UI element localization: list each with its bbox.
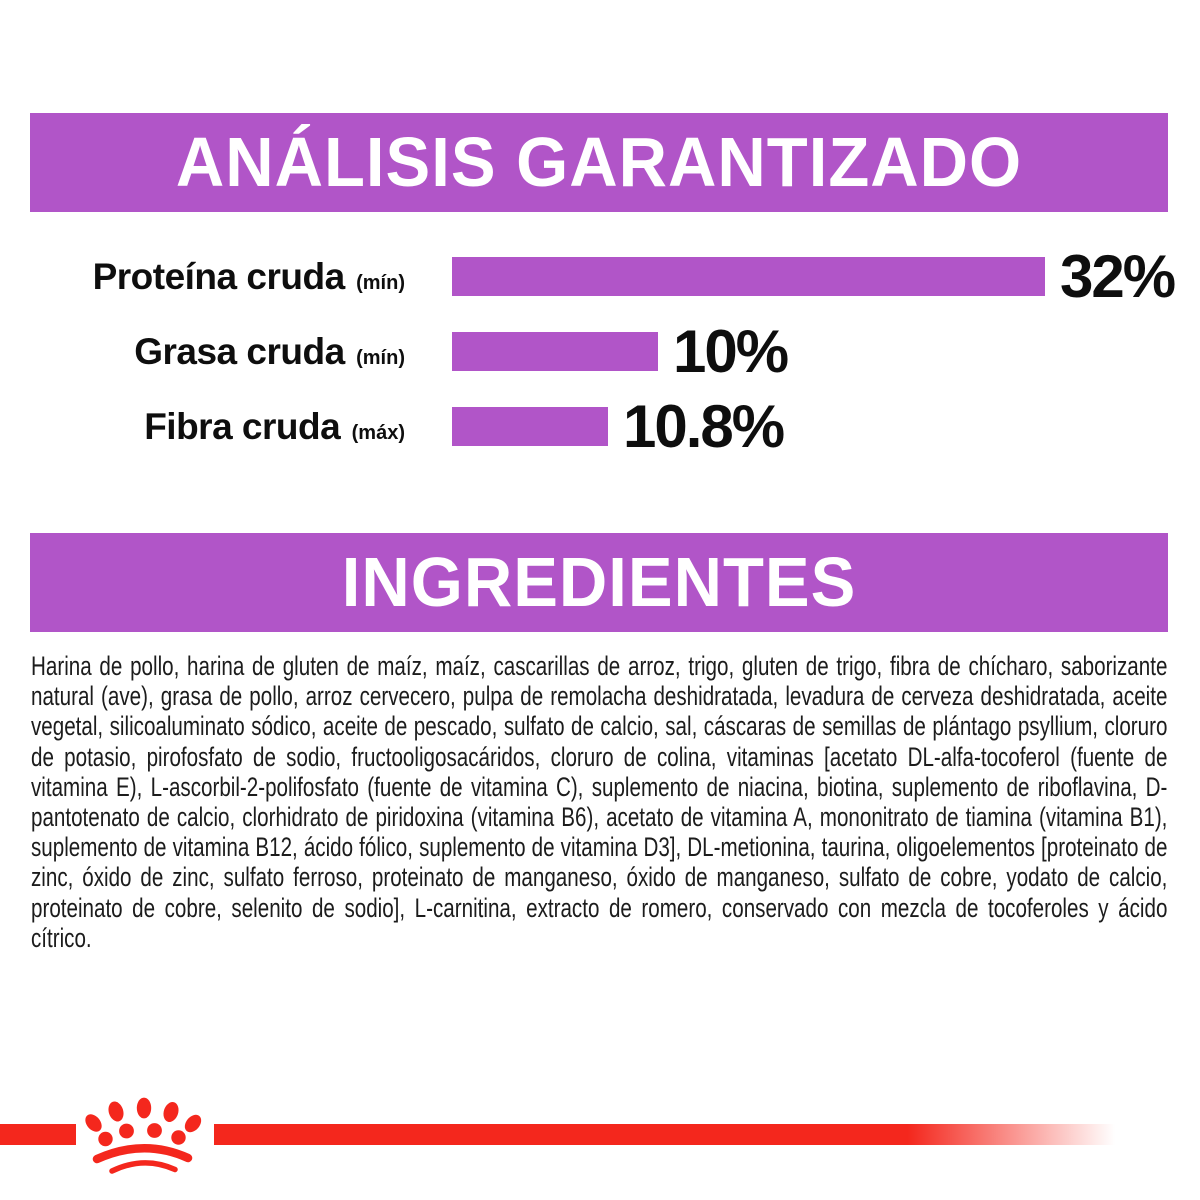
analysis-title: ANÁLISIS GARANTIZADO [175,123,1023,202]
analysis-row-protein: 32% [452,243,1176,310]
royal-canin-crown-icon [85,1097,202,1174]
ingredients-banner: INGREDIENTES [30,533,1168,632]
protein-label: Proteína cruda [92,256,346,297]
ingredients-title: INGREDIENTES [341,543,857,622]
fiber-qualifier: (máx) [351,422,405,444]
fat-qualifier: (mín) [356,347,405,369]
fiber-value: 10.8% [623,393,785,460]
fat-value: 10% [673,318,789,385]
protein-bar [452,257,1045,296]
analysis-row-label-fiber: Fibra cruda (máx) [144,407,405,454]
footer-stripe-right [214,1124,1115,1145]
analysis-row-label-fat: Grasa cruda (mín) [134,332,405,379]
protein-value: 32% [1060,243,1176,310]
protein-qualifier: (mín) [356,272,405,294]
fiber-bar [452,407,608,446]
analysis-banner: ANÁLISIS GARANTIZADO [30,113,1168,212]
analysis-row-fat: 10% [452,318,789,385]
fat-label: Grasa cruda [134,331,345,372]
ingredients-paragraph: Harina de pollo, harina de gluten de maí… [31,651,1168,953]
footer-stripe-left [0,1124,76,1145]
analysis-row-fiber: 10.8% [452,393,785,460]
analysis-row-label-protein: Proteína cruda (mín) [93,257,405,304]
fiber-label: Fibra cruda [144,406,341,447]
fat-bar [452,332,658,371]
